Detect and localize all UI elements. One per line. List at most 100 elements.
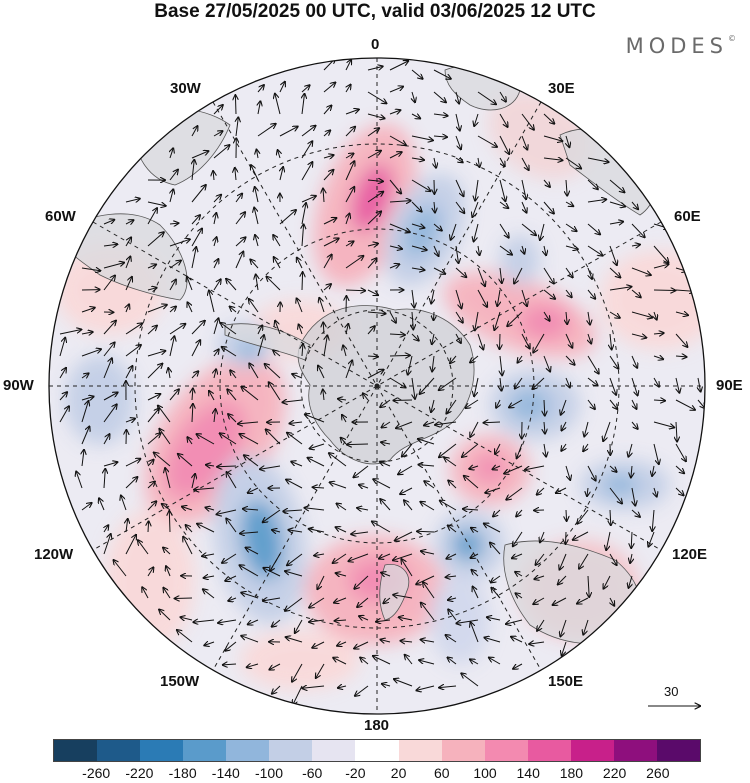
wind-vector <box>583 443 588 451</box>
wind-vector <box>230 307 237 313</box>
wind-vector <box>103 462 117 467</box>
wind-vector <box>169 336 174 357</box>
colorbar-tick-label: -60 <box>302 765 323 781</box>
wind-vector <box>309 529 325 532</box>
wind-vector <box>272 685 281 694</box>
wind-vector <box>217 466 237 467</box>
wind-vector <box>76 472 83 489</box>
wind-vector <box>301 203 306 225</box>
wind-vector <box>323 255 332 269</box>
wind-vector <box>433 114 448 116</box>
wind-vector <box>241 636 259 643</box>
wind-vector <box>357 597 369 607</box>
wind-vector <box>81 373 89 378</box>
wind-vector <box>489 658 501 665</box>
wind-vector <box>367 128 379 137</box>
colorbar-swatch <box>97 740 141 761</box>
wind-vector <box>235 237 246 247</box>
wind-vector <box>518 355 523 363</box>
wind-vector <box>283 510 303 511</box>
wind-vector <box>543 355 550 372</box>
lon-label-0: 0 <box>371 36 380 53</box>
wind-vector <box>301 85 310 93</box>
wind-vector <box>698 377 701 392</box>
wind-vector <box>125 459 140 467</box>
wind-vector <box>235 194 242 203</box>
wind-vector <box>347 444 369 445</box>
wind-vector <box>631 509 640 517</box>
wind-vector <box>433 91 446 102</box>
wind-vector <box>558 575 567 584</box>
wind-vector <box>238 422 259 424</box>
wind-vector <box>59 392 67 401</box>
wind-vector <box>609 267 620 278</box>
wind-vector <box>323 218 336 225</box>
wind-vector <box>475 311 478 330</box>
wind-vector <box>515 572 523 576</box>
wind-vector <box>240 565 259 577</box>
wind-vector <box>493 466 501 469</box>
wind-vector <box>357 508 369 510</box>
wind-vector <box>265 364 281 379</box>
wind-vector <box>543 201 554 214</box>
wind-vector <box>389 264 399 268</box>
wind-vector <box>103 393 118 401</box>
wind-vector <box>359 485 369 488</box>
wind-vector <box>302 686 325 688</box>
wind-vector <box>59 368 66 379</box>
wind-vector <box>379 553 391 559</box>
wind-vector <box>609 487 622 504</box>
wind-vector <box>367 312 386 314</box>
wind-vector <box>393 553 413 560</box>
wind-vector <box>302 94 305 115</box>
wind-vector <box>336 527 347 533</box>
wind-vector <box>653 290 675 291</box>
wind-vector <box>162 504 171 511</box>
wind-vector <box>416 685 435 690</box>
wind-vector <box>631 201 638 209</box>
wind-vector <box>412 289 414 308</box>
colorbar-swatch <box>140 740 184 761</box>
wind-vector <box>587 399 595 409</box>
wind-vector <box>566 509 567 521</box>
wind-vector <box>412 91 415 102</box>
wind-vector <box>381 442 391 444</box>
wind-vector <box>323 390 324 401</box>
wind-vector <box>248 487 259 493</box>
wind-vector <box>125 277 132 291</box>
wind-vector <box>470 355 479 363</box>
wind-vector <box>218 620 237 623</box>
wind-vector <box>587 179 598 189</box>
wind-vector <box>418 439 435 445</box>
wind-vector <box>206 508 215 511</box>
wind-vector <box>81 503 92 511</box>
wind-vector <box>260 466 281 469</box>
wind-vector <box>292 374 303 378</box>
wind-vector <box>609 287 631 291</box>
wind-vector <box>544 421 545 434</box>
wind-vector <box>433 245 439 256</box>
wind-vector <box>266 429 281 445</box>
wind-vector <box>317 575 325 589</box>
wind-vector <box>411 333 419 341</box>
wind-vector <box>587 289 595 299</box>
wind-vector <box>455 158 463 162</box>
wind-vector <box>313 487 325 488</box>
wind-vector <box>583 619 589 635</box>
wind-vector <box>543 179 550 187</box>
wind-vector <box>121 496 127 511</box>
wind-vector <box>588 575 589 597</box>
wind-vector <box>380 399 391 407</box>
wind-vector <box>147 351 165 357</box>
wind-vector <box>514 267 523 284</box>
copyright-mark: © <box>728 34 736 43</box>
wind-vector <box>367 192 383 203</box>
wind-vector <box>147 567 153 577</box>
wind-vector <box>256 275 258 291</box>
wind-vector <box>565 333 572 348</box>
wind-vector <box>478 245 480 255</box>
wind-vector <box>81 401 88 423</box>
wind-vector <box>293 685 303 705</box>
wind-vector <box>222 347 237 357</box>
wind-vector <box>450 355 457 363</box>
